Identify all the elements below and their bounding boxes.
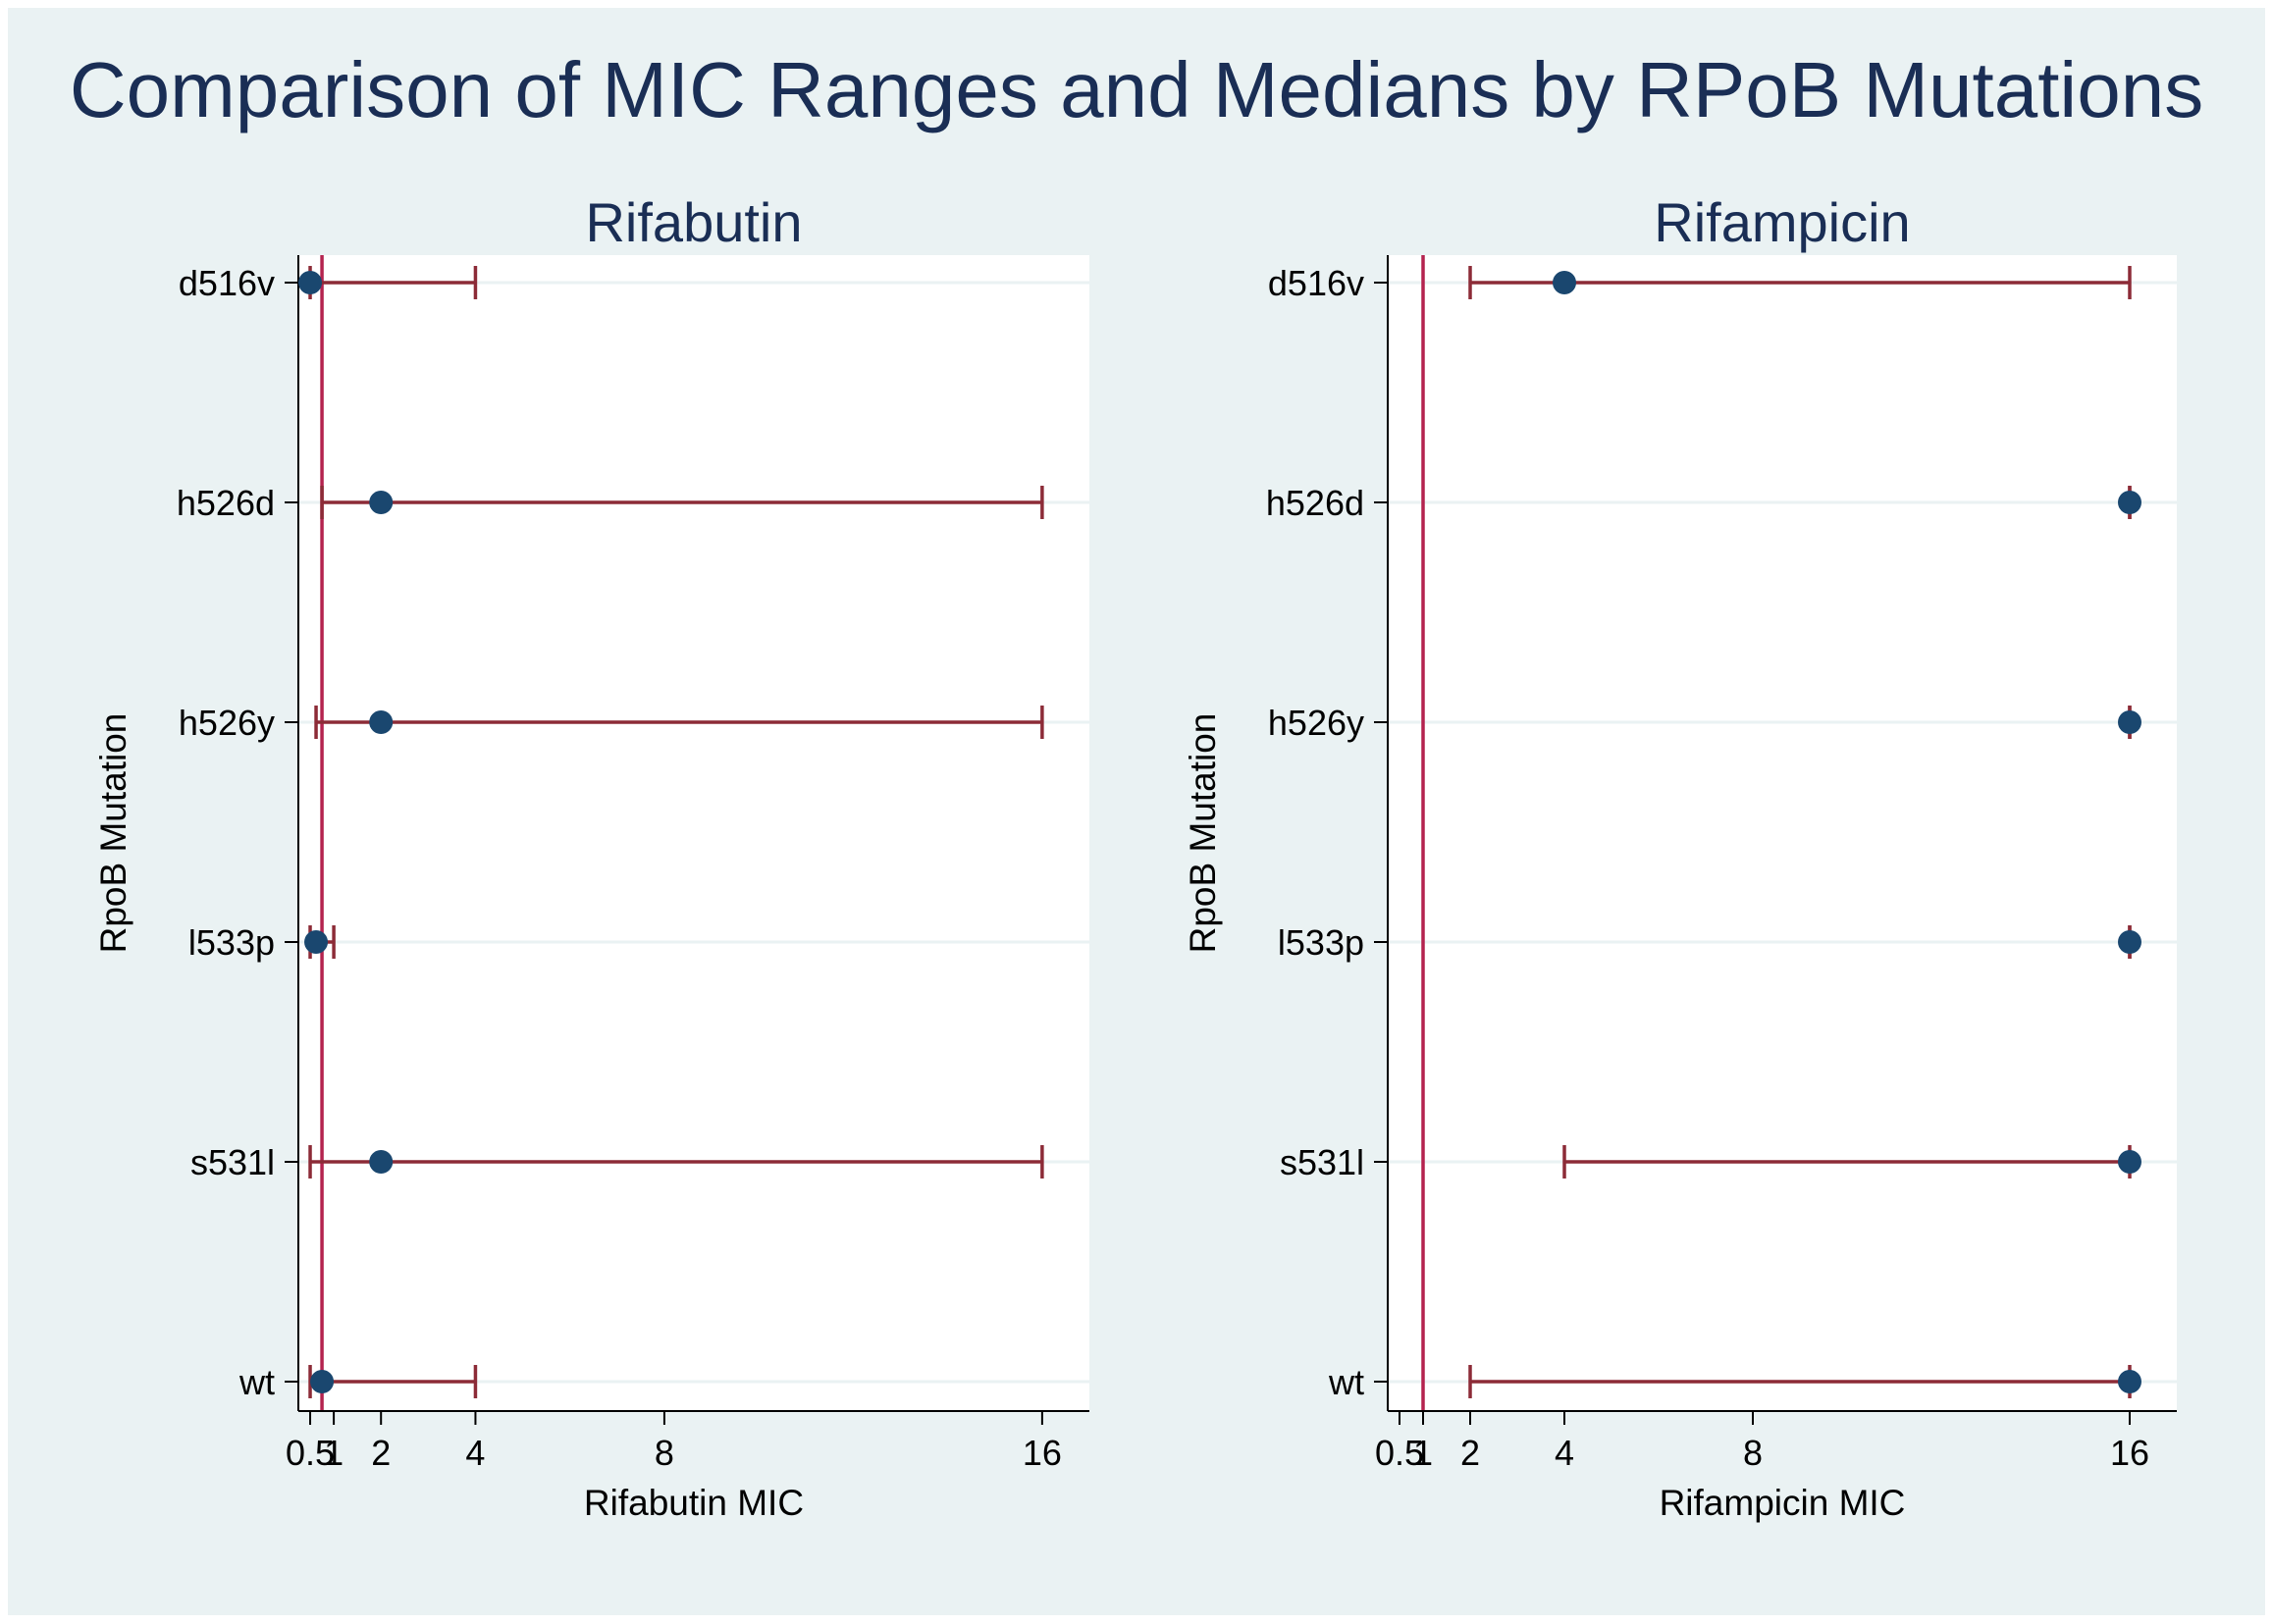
x-tick-label: 0.5	[286, 1433, 335, 1473]
x-tick-label: 16	[1023, 1433, 1062, 1473]
median-point-l533p	[2118, 930, 2141, 954]
x-tick-label: 1	[1413, 1433, 1433, 1473]
y-tick-label-h526y: h526y	[1268, 703, 1364, 743]
x-tick-label: 1	[324, 1433, 343, 1473]
plot-area	[1388, 255, 2177, 1411]
median-point-wt	[2118, 1370, 2141, 1393]
y-tick-label-s531l: s531l	[190, 1142, 275, 1182]
median-point-wt	[310, 1370, 335, 1393]
x-tick-label: 2	[1460, 1433, 1480, 1473]
median-point-l533p	[304, 930, 329, 954]
panel-rifabutin: d516v h526d h526y l533p s531l wt 0.51 2 4 8 16 Rifa…	[93, 191, 1089, 1523]
median-point-d516v	[298, 271, 323, 294]
x-tick-label: 2	[371, 1433, 391, 1473]
x-tick-label: 8	[655, 1433, 674, 1473]
x-axis-title: Rifabutin MIC	[584, 1483, 804, 1523]
y-tick-label-wt: wt	[238, 1362, 275, 1402]
median-point-s531l	[2118, 1150, 2141, 1174]
panel-title: Rifabutin	[585, 191, 802, 253]
median-point-h526d	[369, 491, 394, 514]
y-axis-title: RpoB Mutation	[93, 713, 133, 954]
plot-area	[298, 255, 1089, 1411]
x-tick-label: 8	[1743, 1433, 1763, 1473]
median-point-s531l	[369, 1150, 394, 1174]
x-axis-title: Rifampicin MIC	[1660, 1483, 1906, 1523]
median-point-h526y	[2118, 710, 2141, 734]
y-tick-label-h526y: h526y	[179, 703, 275, 743]
median-point-d516v	[1553, 271, 1576, 294]
panel-title: Rifampicin	[1654, 191, 1910, 253]
figure-background: Comparison of MIC Ranges and Medians by …	[8, 8, 2265, 1615]
x-tick-label: 0.5	[1375, 1433, 1424, 1473]
x-tick-label: 4	[1555, 1433, 1574, 1473]
y-axis-title: RpoB Mutation	[1183, 713, 1223, 954]
median-point-h526d	[2118, 491, 2141, 514]
y-tick-label-l533p: l533p	[1278, 922, 1364, 963]
y-tick-label-wt: wt	[1328, 1362, 1364, 1402]
y-tick-label-d516v: d516v	[1268, 263, 1364, 303]
y-tick-label-d516v: d516v	[179, 263, 275, 303]
panel-rifampicin: d516v h526d h526y l533p s531l wt 0.51 2 4 8 16 Rifa…	[1183, 191, 2177, 1523]
x-tick-label: 16	[2110, 1433, 2149, 1473]
y-tick-label-h526d: h526d	[1266, 483, 1364, 523]
median-point-h526y	[369, 710, 394, 734]
y-tick-label-l533p: l533p	[188, 922, 275, 963]
x-tick-label: 4	[465, 1433, 485, 1473]
y-tick-label-s531l: s531l	[1280, 1142, 1364, 1182]
chart-title: Comparison of MIC Ranges and Medians by …	[69, 46, 2204, 133]
y-tick-label-h526d: h526d	[177, 483, 275, 523]
